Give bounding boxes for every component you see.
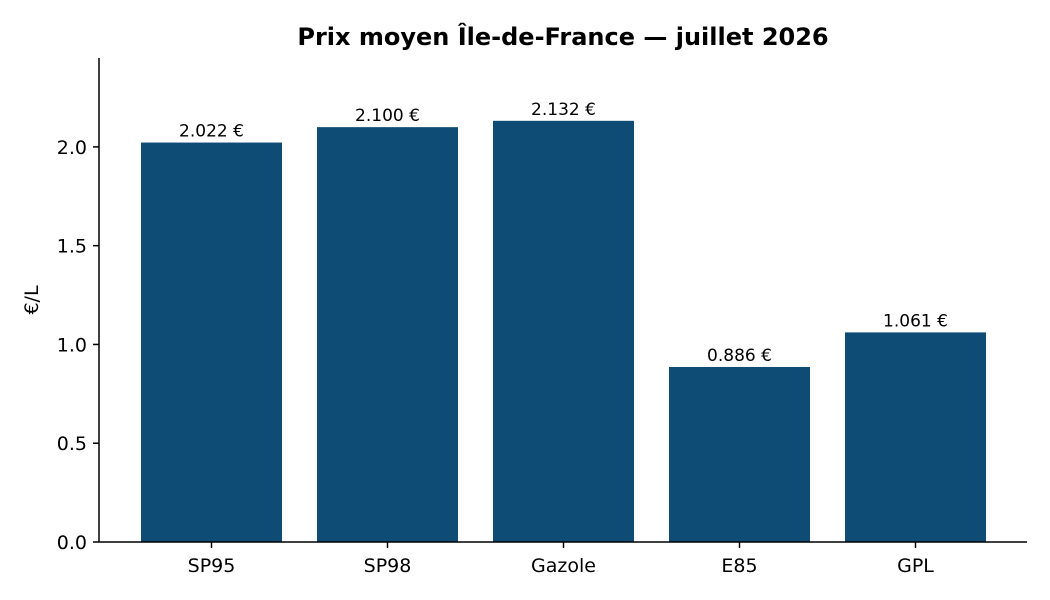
y-tick-label: 0.0 <box>57 532 87 554</box>
y-tick-label: 1.0 <box>57 334 87 356</box>
y-axis-label: €/L <box>21 285 43 314</box>
x-tick-label-gpl: GPL <box>897 555 934 577</box>
data-label-gpl: 1.061 € <box>883 311 948 331</box>
data-label-sp98: 2.100 € <box>355 106 420 126</box>
data-labels-group: 2.022 € 2.100 € 2.132 € 0.886 € 1.061 € <box>179 100 948 366</box>
x-tick-label-sp98: SP98 <box>364 555 412 577</box>
bar-e85 <box>669 366 810 542</box>
y-tick-label: 1.5 <box>57 236 87 258</box>
chart-title: Prix moyen Île-de-France — juillet 2026 <box>297 22 828 51</box>
x-axis-ticks: SP95 SP98 Gazole E85 GPL <box>188 542 934 577</box>
bars-group <box>141 120 986 543</box>
x-tick-label-sp95: SP95 <box>188 555 236 577</box>
y-tick-label: 2.0 <box>57 137 87 159</box>
bar-sp98 <box>317 127 458 543</box>
data-label-sp95: 2.022 € <box>179 122 244 142</box>
data-label-gazole: 2.132 € <box>531 100 596 120</box>
x-tick-label-gazole: Gazole <box>531 555 596 577</box>
y-tick-label: 0.5 <box>57 433 87 455</box>
y-axis-ticks: 0.0 0.5 1.0 1.5 2.0 <box>57 137 99 554</box>
bar-gazole <box>493 120 634 542</box>
x-tick-label-e85: E85 <box>721 555 757 577</box>
bar-gpl <box>845 332 986 542</box>
data-label-e85: 0.886 € <box>707 346 772 366</box>
bar-sp95 <box>141 142 282 543</box>
